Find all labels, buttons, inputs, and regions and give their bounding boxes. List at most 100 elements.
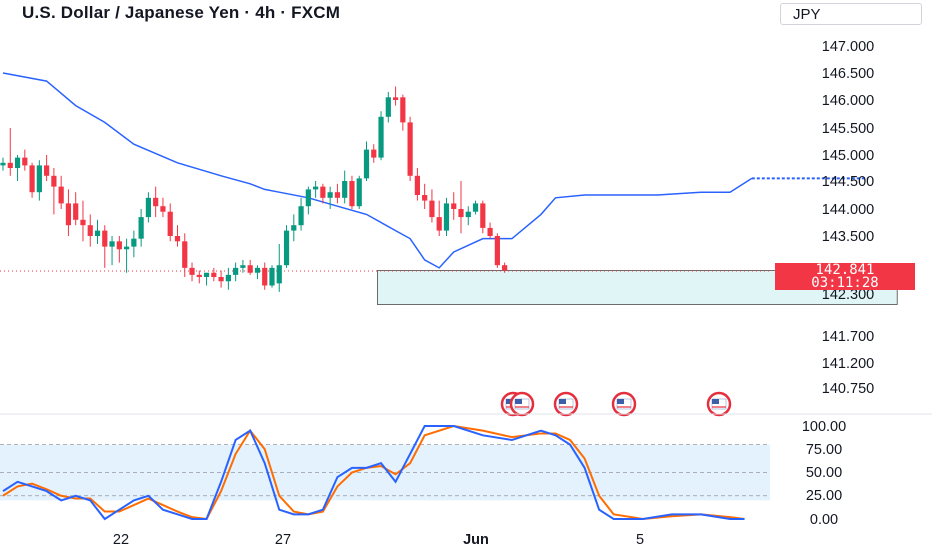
candle-body <box>131 238 137 247</box>
flag-canton <box>506 399 513 404</box>
stoch-tick-label: 25.00 <box>806 488 842 504</box>
candle <box>429 189 435 223</box>
chart-title: U.S. Dollar / Japanese Yen · 4h · FXCM <box>22 3 341 22</box>
bar-countdown: 03:11:28 <box>811 275 879 291</box>
candle-body <box>480 203 486 228</box>
candle-body <box>320 186 326 198</box>
candle <box>363 141 370 181</box>
candle-body <box>371 149 377 158</box>
price-tick-label: 143.500 <box>822 229 874 245</box>
candle-body <box>51 175 57 187</box>
candle-body <box>160 206 166 212</box>
candle <box>465 206 471 226</box>
candle-body <box>465 211 471 218</box>
price-tick-label: 144.000 <box>822 202 874 218</box>
candle <box>145 192 151 223</box>
candle <box>218 270 224 288</box>
candle <box>138 209 144 247</box>
candle-body <box>80 219 86 226</box>
candle-body <box>0 162 6 166</box>
stoch-tick-label: 100.00 <box>802 419 846 435</box>
candle <box>320 183 326 204</box>
candle-body <box>211 272 217 277</box>
candle <box>36 160 42 201</box>
candle-body <box>356 178 362 207</box>
candle-body <box>327 192 333 198</box>
candle <box>378 111 384 161</box>
trend-line <box>2 72 753 269</box>
candle <box>123 238 130 273</box>
candle <box>29 162 35 198</box>
candle <box>211 267 217 282</box>
candle-body <box>22 157 28 166</box>
time-tick-label: 27 <box>275 532 291 548</box>
candle-body <box>378 116 384 158</box>
us-flag-event-icon <box>553 391 579 417</box>
candle-body <box>313 186 319 190</box>
candle <box>233 262 239 282</box>
candle <box>436 200 442 236</box>
price-tick-label: 145.500 <box>822 121 874 137</box>
candle-body <box>174 236 181 242</box>
candle-body <box>305 189 311 207</box>
candle-body <box>102 230 108 247</box>
candle <box>58 175 64 209</box>
candle <box>422 183 428 209</box>
candle <box>167 203 173 242</box>
price-tick-label: 141.200 <box>822 356 874 372</box>
candle <box>283 225 290 268</box>
last-price-label: 142.841 03:11:28 <box>775 263 915 290</box>
candle <box>371 144 377 163</box>
candle-body <box>44 165 50 176</box>
candle <box>414 168 420 201</box>
candle <box>240 259 246 273</box>
candle-body <box>276 265 282 284</box>
candle <box>87 214 93 247</box>
candle <box>327 186 333 209</box>
currency-label: JPY <box>793 5 821 23</box>
candle <box>291 214 297 242</box>
candle-body <box>400 97 406 123</box>
candle <box>480 200 486 234</box>
candle <box>182 233 188 277</box>
candle-body <box>291 225 297 231</box>
stoch-tick-label: 0.00 <box>810 512 838 528</box>
us-flag-event-icon <box>509 391 535 417</box>
candle-body <box>262 267 268 286</box>
candle <box>334 183 341 204</box>
candle-body <box>182 241 188 268</box>
candle <box>305 186 311 215</box>
candle-body <box>153 197 159 207</box>
candle <box>349 175 355 209</box>
candle-body <box>487 227 493 236</box>
stoch-tick-label: 50.00 <box>806 465 842 481</box>
candle-body <box>414 175 420 195</box>
candle-body <box>218 276 224 282</box>
stoch-tick-label: 75.00 <box>806 442 842 458</box>
price-tick-label: 141.700 <box>822 329 874 345</box>
flag-canton <box>712 399 719 404</box>
candle-body <box>58 186 64 204</box>
candle <box>502 262 508 273</box>
flag-canton <box>617 399 624 404</box>
candle <box>458 181 464 234</box>
candle <box>247 259 253 275</box>
candle <box>73 192 79 226</box>
candle-body <box>29 165 35 193</box>
candle-body <box>233 267 239 275</box>
candle-body <box>94 230 101 236</box>
candle-body <box>451 203 457 209</box>
candle-body <box>7 162 13 168</box>
candle <box>313 181 319 198</box>
time-tick-label: Jun <box>463 532 489 548</box>
time-tick-label: 5 <box>636 532 644 548</box>
candle <box>0 157 6 171</box>
us-flag-event-icon <box>706 391 732 417</box>
candle-body <box>443 203 450 231</box>
candle <box>80 200 86 242</box>
candle-body <box>116 241 122 250</box>
currency-selector[interactable]: JPY <box>780 3 922 25</box>
candle <box>276 243 282 292</box>
candle <box>189 262 195 282</box>
